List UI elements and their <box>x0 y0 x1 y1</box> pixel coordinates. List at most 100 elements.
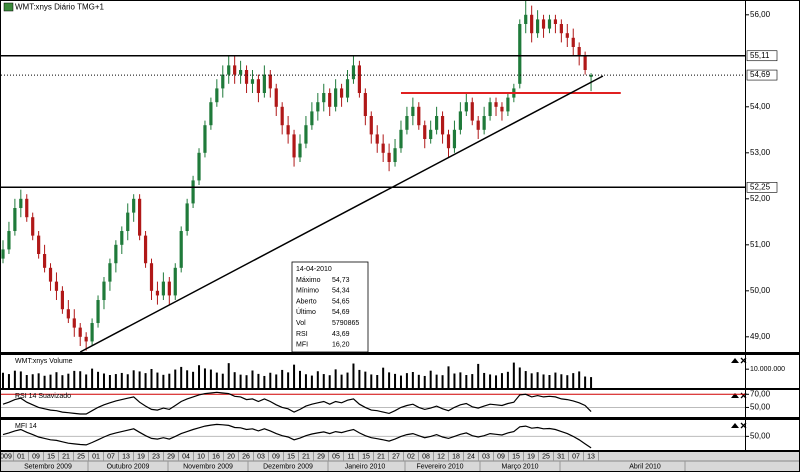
candle-body <box>274 88 278 107</box>
candle-body <box>411 106 415 117</box>
candle-body <box>464 102 468 112</box>
candle-body <box>565 33 569 38</box>
x-day-label: 07 <box>572 453 580 460</box>
volume-bar <box>108 375 111 388</box>
volume-bar <box>405 373 408 388</box>
panel-title: MFI 14 <box>15 423 37 430</box>
x-day-label: 19 <box>527 453 535 460</box>
y-tick-label: 50,00 <box>750 403 771 412</box>
volume-bar <box>370 374 373 388</box>
candle-body <box>185 203 189 232</box>
x-day-label: 29 <box>167 453 175 460</box>
y-tick-label: 49,00 <box>750 332 771 341</box>
candle-body <box>446 134 451 149</box>
volume-bar <box>287 372 290 388</box>
volume-bar <box>310 375 313 388</box>
candle-body <box>405 116 409 130</box>
x-day-label: 13 <box>587 453 595 460</box>
volume-bar <box>198 365 201 388</box>
y-tick-label: 52,00 <box>750 194 771 203</box>
x-day-label: 01 <box>92 453 100 460</box>
info-value: 54,69 <box>332 309 350 316</box>
volume-bar <box>590 377 593 388</box>
candle-body <box>339 88 344 98</box>
candle-body <box>553 19 558 25</box>
y-tick-label: 53,00 <box>750 148 771 157</box>
candle-body <box>250 79 255 84</box>
volume-bar <box>215 372 218 388</box>
mfi-axis <box>746 420 799 450</box>
volume-bar <box>495 375 498 388</box>
volume-panel <box>1 355 745 388</box>
candle-body <box>387 152 391 163</box>
x-day-label: 25 <box>77 453 85 460</box>
candle-body <box>375 134 379 144</box>
volume-bar <box>477 363 480 388</box>
candle-body <box>458 111 462 130</box>
volume-bar <box>394 373 397 388</box>
volume-bar <box>275 374 278 388</box>
volume-bar <box>233 372 236 388</box>
info-label: Mínimo <box>296 288 319 295</box>
collapse-icon[interactable] <box>731 423 739 428</box>
collapse-icon[interactable] <box>731 393 739 398</box>
volume-bar <box>465 375 468 388</box>
x-day-label: 09 <box>32 453 40 460</box>
level-label: 54,69 <box>750 70 771 79</box>
indicator-line <box>2 391 592 415</box>
volume-bar <box>423 375 426 388</box>
close-icon[interactable] <box>740 357 747 364</box>
volume-bar <box>13 370 16 388</box>
level-label-box <box>746 50 778 62</box>
volume-bar <box>548 375 551 388</box>
candle-body <box>96 300 100 324</box>
volume-bar <box>441 375 444 388</box>
candle-body <box>470 102 474 121</box>
info-value: 54,65 <box>332 298 350 305</box>
candle-body <box>167 281 171 296</box>
volume-bar <box>489 374 492 388</box>
y-tick-label: 70,00 <box>750 389 771 398</box>
price-panel <box>1 1 745 352</box>
chart-title[interactable]: WMT:xnys Diário TMG+1 <box>15 3 105 12</box>
volume-bar <box>102 373 105 388</box>
candle-body <box>500 106 504 112</box>
volume-bar <box>518 367 521 388</box>
symbol-icon[interactable] <box>3 2 14 12</box>
x-day-label: 24 <box>467 453 475 460</box>
x-day-label: 13 <box>122 453 130 460</box>
level-label-box <box>746 182 778 193</box>
x-day-label: 09 <box>272 453 280 460</box>
x-day-label: 03 <box>257 453 265 460</box>
volume-bar <box>186 370 189 388</box>
candle-body <box>286 125 290 135</box>
level-label: 52,25 <box>750 182 771 191</box>
candle-body <box>1 249 5 259</box>
info-label: Aberto <box>296 298 317 305</box>
candle-body <box>256 79 261 94</box>
candle-body <box>31 217 35 236</box>
volume-bar <box>239 374 242 388</box>
volume-bar <box>388 372 391 388</box>
volume-bar <box>19 371 22 388</box>
x-day-label: 21 <box>62 453 70 460</box>
candle-body <box>244 70 249 84</box>
y-tick-label: 10.000.000 <box>750 366 785 373</box>
volume-bar <box>91 368 94 388</box>
info-label: Último <box>296 307 316 316</box>
candle-body <box>72 318 76 328</box>
volume-bar <box>43 375 46 388</box>
candle-body <box>541 19 546 29</box>
x-month-label: Janeiro 2010 <box>345 463 386 470</box>
candle-body <box>173 267 177 296</box>
x-day-label: 16 <box>212 453 220 460</box>
volume-axis <box>746 355 799 388</box>
close-icon[interactable] <box>740 422 747 429</box>
x-month-label: Março 2010 <box>502 463 539 470</box>
candle-body <box>506 97 510 112</box>
volume-bar <box>471 374 474 388</box>
collapse-icon[interactable] <box>731 358 739 363</box>
panel-title: WMT:xnys Volume <box>15 358 73 365</box>
volume-bar <box>399 375 402 388</box>
candle-body <box>452 129 457 149</box>
